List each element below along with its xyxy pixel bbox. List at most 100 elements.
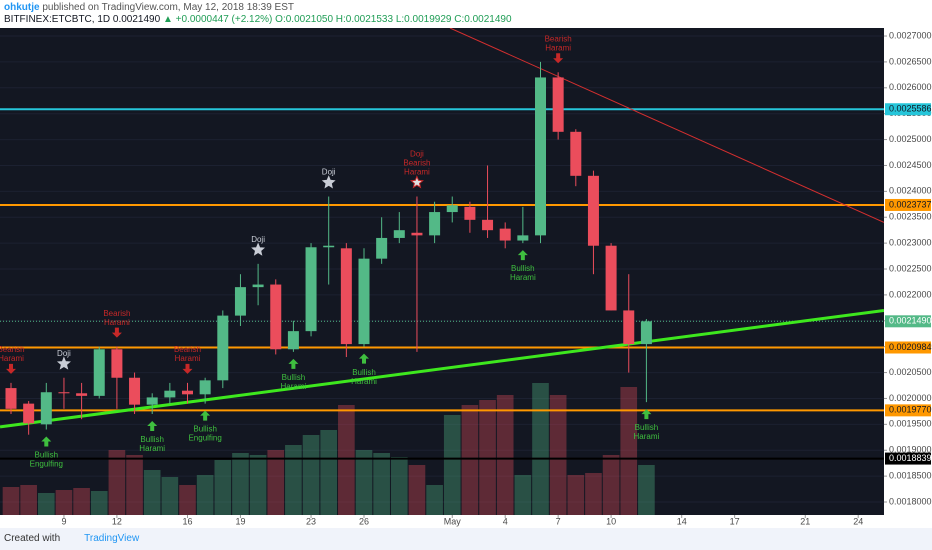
x-tick-label: 19	[235, 516, 245, 526]
x-tick-label: 17	[730, 516, 740, 526]
time-axis	[0, 515, 884, 528]
x-tick-label: 26	[359, 516, 369, 526]
x-tick-label: 9	[61, 516, 66, 526]
candle-body	[499, 228, 511, 241]
doji-star	[251, 242, 266, 256]
pattern-label: Bearish	[403, 159, 430, 168]
y-tick-label: 0.0020500	[889, 367, 932, 377]
candle-body	[93, 349, 105, 396]
author[interactable]: ohkutje	[4, 2, 40, 13]
x-tick-label: 7	[556, 516, 561, 526]
volume-bar	[638, 465, 655, 515]
level-tag	[885, 315, 931, 328]
volume-bar	[390, 457, 408, 515]
header-line: ohkutje published on TradingView.com, Ma…	[4, 0, 932, 14]
chart: BearishHaramiBullishEngulfingDojiBearish…	[0, 28, 932, 528]
candle-body	[199, 380, 211, 395]
level-label: 0.0021490	[889, 316, 932, 326]
y-tick-label: 0.0020000	[889, 393, 932, 403]
pattern-label: Bullish	[140, 435, 164, 444]
pattern-label: Bullish	[511, 264, 535, 273]
level-tag	[885, 103, 931, 116]
high: H:0.0021533	[335, 14, 394, 25]
y-tick-label: 0.0018000	[889, 496, 932, 506]
pattern-arrow	[641, 409, 652, 420]
x-tick-label: 21	[800, 516, 810, 526]
x-tick-label: 10	[606, 516, 616, 526]
candle-body	[482, 219, 494, 231]
volume-bar	[108, 450, 126, 515]
candle-body	[164, 390, 176, 398]
volume-bar	[214, 460, 232, 515]
brand[interactable]: TradingView	[84, 533, 140, 544]
pattern-arrow	[6, 363, 16, 374]
candle-body	[552, 77, 564, 132]
pattern-label: Bullish	[193, 425, 217, 434]
trend-line	[0, 308, 884, 429]
volume-bar	[338, 405, 355, 515]
volume-bar	[2, 487, 20, 515]
volume-bar	[443, 415, 461, 515]
candle-body	[305, 247, 317, 332]
candle-body	[605, 245, 617, 311]
candle-body	[623, 310, 635, 345]
volume-bar	[73, 488, 90, 515]
candle-body	[446, 205, 458, 213]
x-tick-label: 23	[306, 516, 316, 526]
level-tag	[885, 341, 931, 354]
volume-bar	[232, 453, 249, 515]
y-tick-label: 0.0023500	[889, 212, 932, 222]
volume-bar	[249, 455, 267, 515]
pattern-arrow	[517, 250, 528, 261]
low: L:0.0019929	[395, 14, 452, 25]
volume-bar	[602, 455, 620, 515]
pattern-arrow	[41, 436, 52, 447]
level-label: 0.0023737	[889, 199, 932, 209]
volume-bar	[285, 445, 302, 515]
candle-body	[411, 232, 423, 236]
volume-bar	[567, 475, 585, 515]
candle-body	[270, 284, 282, 350]
symbol: BITFINEX:ETCBTC, 1D	[4, 14, 111, 25]
y-tick-label: 0.0027000	[889, 30, 932, 40]
candle-body	[146, 397, 158, 405]
pattern-arrow	[182, 363, 193, 374]
volume-bar	[267, 450, 285, 515]
volume-bar	[320, 430, 338, 515]
pattern-arrow	[111, 327, 122, 338]
level-label: 0.0025586	[889, 104, 932, 114]
header: ohkutje published on TradingView.com, Ma…	[0, 0, 932, 28]
level-label: 0.0019770	[889, 405, 932, 415]
doji-star	[56, 356, 71, 370]
volume-bar	[37, 493, 55, 515]
footer: Created with TradingView	[0, 528, 932, 550]
candle-body	[429, 212, 441, 236]
candle-body	[570, 131, 582, 176]
volume-bar	[55, 490, 73, 515]
y-tick-label: 0.0022500	[889, 263, 932, 273]
pattern-label: Harami	[510, 273, 536, 282]
pattern-label: Engulfing	[188, 434, 221, 443]
candle-body	[252, 284, 264, 288]
y-tick-label: 0.0019000	[889, 445, 932, 455]
candle-body	[535, 77, 546, 236]
pattern-label: Bearish	[0, 345, 25, 354]
pattern-label: Bullish	[352, 368, 376, 377]
x-tick-label: 14	[677, 516, 687, 526]
level-label: 0.0018839	[889, 453, 932, 463]
pattern-label: Doji	[57, 349, 71, 358]
y-tick-label: 0.0025000	[889, 134, 932, 144]
pattern-label: Bullish	[635, 423, 659, 432]
pattern-arrow	[553, 53, 564, 64]
change: ▲ +0.0000447 (+2.12%)	[162, 14, 273, 25]
candle-body	[464, 206, 476, 220]
volume-bar	[126, 455, 143, 515]
candle-body	[23, 403, 35, 424]
trend-line	[449, 28, 884, 223]
x-tick-label: 12	[112, 516, 122, 526]
y-tick-label: 0.0026000	[889, 82, 932, 92]
published: published on TradingView.com, May 12, 20…	[42, 2, 294, 13]
pattern-label: Harami	[0, 354, 24, 363]
candle-body	[587, 175, 599, 246]
volume-bar	[620, 387, 638, 515]
